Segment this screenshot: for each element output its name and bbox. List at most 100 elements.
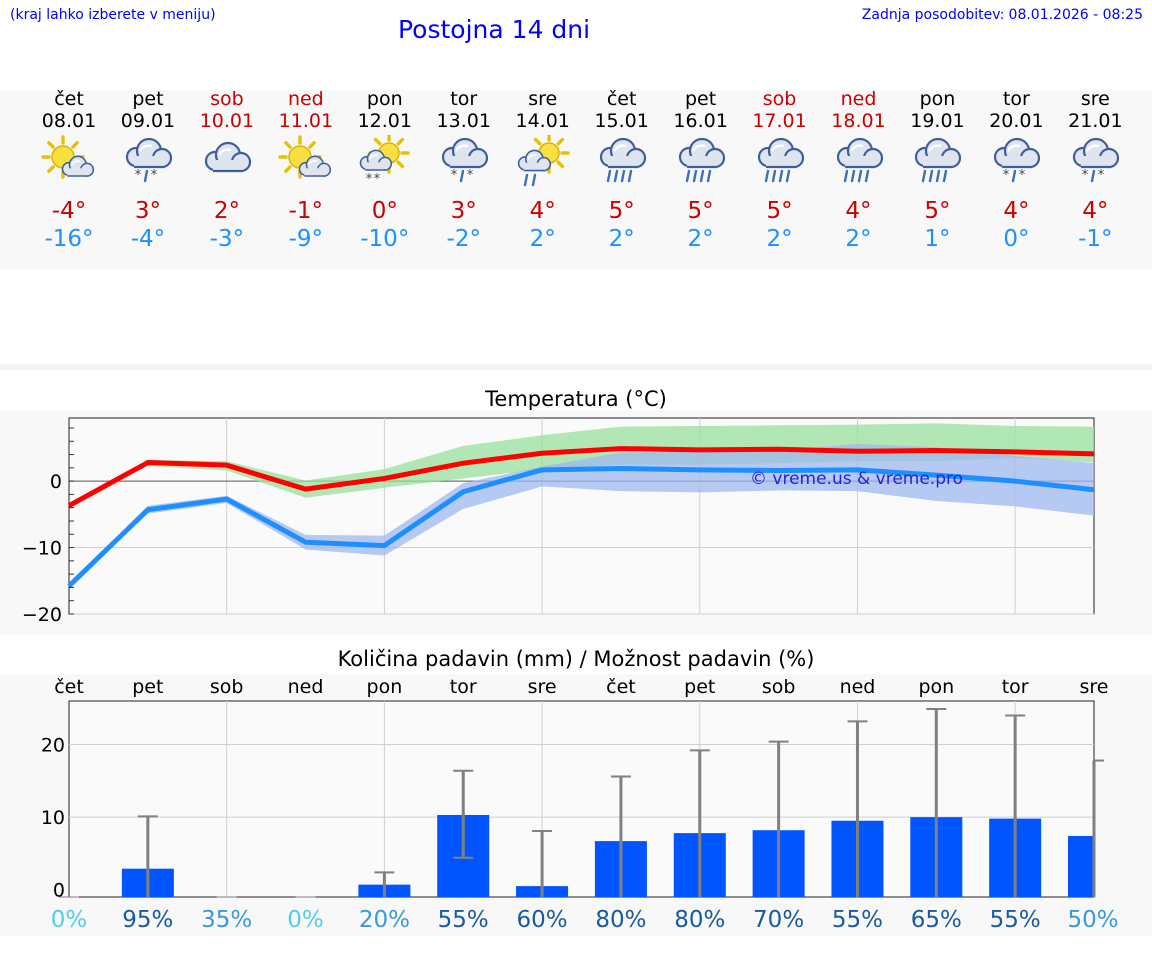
temp-max: 5° [924, 198, 951, 224]
day-date: 09.01 [120, 110, 176, 132]
precipitation-day-label: čet [54, 676, 84, 698]
last-update-value: 08.01.2026 - 08:25 [1008, 7, 1143, 23]
cloud-rain-icon [678, 137, 725, 183]
day-name: sob [210, 88, 244, 110]
day-name: sre [1080, 88, 1110, 110]
max-temperature-line [67, 446, 1095, 508]
temp-max: 3° [450, 198, 477, 224]
min-temperature-range-band [69, 443, 1094, 587]
precipitation-chart-title: Količina padavin (mm) / Možnost padavin … [337, 647, 815, 671]
precipitation-day-label: pon [367, 676, 403, 698]
temp-min: -2° [446, 226, 481, 252]
temp-min: 2° [529, 226, 556, 252]
cloud-rain-icon [836, 137, 883, 183]
svg-text:*: * [451, 168, 458, 183]
precipitation-probability-label: 55% [990, 907, 1041, 933]
precipitation-tick-label: 10 [41, 807, 65, 829]
day-date: 19.01 [910, 110, 965, 132]
cloud-rain-icon [599, 137, 646, 183]
temp-max: 3° [134, 198, 161, 224]
day-date: 16.01 [673, 110, 728, 132]
temp-min: -1° [1078, 226, 1113, 252]
temp-max: 5° [608, 198, 635, 224]
precipitation-chart: čet pet sob ned pon tor sre čet pet sob ned pon tor s… [0, 674, 1152, 936]
temp-min: -3° [209, 226, 245, 252]
cloud-icon [204, 141, 251, 173]
precipitation-day-label: ned [288, 676, 324, 698]
day-date: 13.01 [436, 110, 491, 132]
temp-max: 4° [1003, 198, 1030, 224]
temperature-chart-title: Temperatura (°C) [485, 387, 667, 411]
precipitation-probability-label: 65% [911, 907, 962, 933]
day-name: ned [287, 88, 324, 110]
sun-cloud-icon [41, 135, 95, 179]
cloud-rain-icon [915, 137, 962, 183]
day-name: čet [54, 88, 84, 110]
day-date: 18.01 [831, 110, 886, 132]
temp-max: 4° [529, 198, 556, 224]
precipitation-probability-label: 20% [359, 907, 410, 933]
day-name: čet [606, 88, 637, 110]
precipitation-probability-label: 70% [753, 907, 804, 933]
temp-min: 2° [845, 226, 872, 252]
precipitation-day-label: sre [1080, 676, 1109, 698]
precipitation-day-label: čet [606, 676, 636, 698]
svg-text:*: * [151, 168, 158, 183]
day-name: pet [684, 88, 717, 110]
day-name: ned [840, 88, 877, 110]
cloud-snow-rain-icon: * * [994, 137, 1041, 183]
precipitation-probability-label: 50% [1067, 907, 1118, 933]
svg-text:*: * [135, 168, 142, 183]
cloud-snow-rain-icon: * * [1073, 137, 1120, 183]
day-name: tor [450, 88, 478, 110]
precipitation-day-label: sre [528, 676, 557, 698]
temp-max: -4° [51, 198, 87, 224]
location-hint: (kraj lahko izberete v meniju) [10, 7, 216, 23]
precipitation-day-label: sob [210, 676, 244, 698]
day-date: 17.01 [752, 110, 807, 132]
day-name: pon [366, 88, 403, 110]
precipitation-probability-label: 80% [674, 907, 725, 933]
temp-max: 5° [687, 198, 714, 224]
precipitation-day-label: pet [684, 676, 715, 698]
precipitation-day-label: tor [450, 676, 477, 698]
day-date: 20.01 [989, 110, 1044, 132]
day-name: tor [1002, 88, 1030, 110]
svg-text:*: * [1019, 168, 1026, 183]
svg-text:*: * [1003, 168, 1010, 183]
sun-cloud-snow-icon: * * [359, 135, 410, 187]
temp-max: -1° [288, 198, 324, 224]
temp-min: 1° [924, 226, 951, 252]
precipitation-day-label: sob [762, 676, 796, 698]
svg-text:*: * [366, 172, 373, 187]
temperature-chart: 0 −10 −20 © vreme.us & vreme.pro [0, 410, 1152, 635]
day-date: 10.01 [199, 110, 255, 132]
section-divider [0, 364, 1152, 370]
last-update-label: Zadnja posodobitev: [861, 7, 1005, 23]
precipitation-day-label: ned [840, 676, 876, 698]
watermark: © vreme.us & vreme.pro [750, 469, 963, 489]
precipitation-day-label: pon [918, 676, 954, 698]
precipitation-probability-label: 95% [122, 907, 173, 933]
precipitation-tick-label: 20 [41, 735, 65, 757]
last-update: Zadnja posodobitev: 08.01.2026 - 08:25 [858, 7, 1143, 23]
day-name: pon [919, 88, 956, 110]
svg-text:*: * [374, 172, 381, 187]
temperature-tick-label: −20 [22, 604, 62, 626]
day-date: 08.01 [41, 110, 97, 132]
temp-min: -16° [44, 226, 94, 252]
day-name: pet [132, 88, 164, 110]
day-date: 12.01 [357, 110, 412, 132]
temperature-tick-label: −10 [22, 538, 62, 560]
cloud-snow-rain-icon: * * [125, 137, 173, 183]
svg-text:*: * [1098, 168, 1105, 183]
day-date: 21.01 [1068, 110, 1123, 132]
precipitation-bar [1068, 836, 1094, 897]
precipitation-probability-label: 0% [287, 907, 324, 933]
page-title: Postojna 14 dni [398, 15, 591, 44]
cloud-rain-icon [757, 137, 804, 183]
temp-min: 2° [766, 226, 793, 252]
precipitation-probability-label: 55% [832, 907, 883, 933]
precipitation-tick-label: 0 [53, 880, 65, 902]
temp-min: -10° [360, 226, 410, 252]
